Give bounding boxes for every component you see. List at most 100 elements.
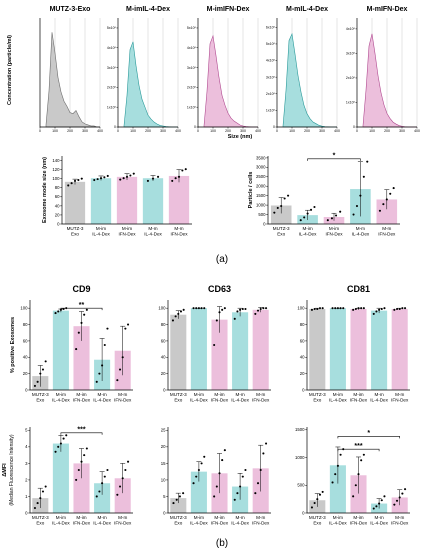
category-label: M-im	[333, 392, 343, 397]
y-tick-label: 1500	[256, 193, 266, 198]
nta-y-tick-label: 0	[114, 125, 116, 129]
data-point	[233, 317, 236, 320]
y-tick-label: 0	[25, 510, 28, 515]
y-axis-label: Exosome mode size (nm)	[42, 157, 48, 223]
data-point	[241, 307, 244, 311]
data-point	[73, 179, 77, 182]
nta-x-tick-label: 100	[130, 129, 136, 133]
y-tick-label: 100	[52, 176, 60, 181]
data-point	[77, 331, 80, 334]
nta-y-tick-label: 2x10⁸	[187, 86, 197, 90]
data-point	[339, 210, 342, 213]
bar	[168, 175, 190, 224]
nta-y-tick-label: 4x10⁸	[266, 59, 276, 63]
data-point	[372, 312, 375, 315]
nta-distribution-area	[203, 34, 258, 128]
nta-x-tick-label: 200	[145, 129, 151, 133]
y-tick-label: 40	[300, 355, 305, 360]
data-point	[103, 343, 106, 347]
nta-x-tick-label: 200	[225, 129, 231, 133]
nta-panel-1: MUTZ-3-Exo 0 100 200 300 400	[39, 6, 103, 133]
bar	[391, 309, 408, 390]
data-point	[200, 462, 203, 465]
data-point	[359, 194, 362, 197]
y-tick-label: 20	[55, 212, 60, 217]
y-tick-label: 1000	[295, 455, 305, 460]
data-point	[174, 315, 177, 318]
data-point	[218, 472, 221, 475]
category-label: M-im	[214, 392, 224, 397]
data-point	[54, 450, 57, 453]
category-label: IFN-Dex	[378, 232, 396, 237]
data-point	[318, 493, 322, 496]
category-label: Exo	[174, 398, 182, 403]
data-point	[54, 312, 57, 315]
category-label: Exo	[313, 398, 321, 403]
nta-x-tick-label: 100	[289, 129, 295, 133]
category-label: IL-4-Dex	[329, 398, 347, 403]
data-point	[98, 490, 101, 493]
bar	[142, 178, 164, 224]
bar	[73, 326, 90, 390]
nta-y-tick-label: 1x10⁸	[107, 105, 117, 109]
category-label: IFN-Dex	[350, 521, 368, 526]
chart-cd81_mfi: MUTZ-3ExoM-imIL-4-DexM-imIFN-DexM-mIL-4-…	[295, 427, 410, 526]
y-tick-label: 0	[302, 387, 305, 392]
category-label: MUTZ-3	[309, 392, 326, 397]
category-label: M-m	[395, 515, 404, 520]
data-point	[95, 495, 98, 498]
data-point	[236, 492, 239, 495]
data-point	[239, 485, 242, 488]
bar	[252, 309, 269, 390]
category-label: Exo	[313, 521, 321, 526]
category-label: M-m	[98, 515, 107, 520]
chart-cd63_mfi: MUTZ-3ExoM-imIL-4-DexM-imIFN-DexM-mIL-4-…	[161, 427, 271, 526]
bar	[350, 475, 367, 513]
nta-panel-title: M-mIL-4-Dex	[286, 6, 328, 13]
data-point	[330, 217, 333, 220]
data-point	[321, 307, 324, 310]
data-point	[75, 478, 78, 481]
data-point	[380, 307, 383, 311]
y-tick-label: 0	[163, 387, 166, 392]
y-tick-label: 2	[25, 477, 28, 482]
data-point	[339, 453, 342, 456]
data-point	[393, 308, 396, 311]
category-label: M-m	[256, 515, 265, 520]
y-tick-label: 60	[55, 194, 60, 199]
nta-x-tick-label: 200	[304, 129, 310, 133]
category-label: MUTZ-3	[32, 515, 49, 520]
nta-y-tick-label: 5x10⁸	[266, 42, 276, 46]
panel-label-a: (a)	[216, 254, 228, 265]
category-label: IL-4-Dex	[370, 521, 388, 526]
nta-x-tick-label: 300	[240, 129, 246, 133]
nta-panel-title: MUTZ-3-Exo	[50, 6, 91, 13]
data-point	[67, 184, 70, 187]
nta-x-tick-label: 200	[67, 129, 73, 133]
nta-y-tick-label: 2x10⁸	[107, 86, 117, 90]
data-point	[184, 168, 187, 171]
data-point	[380, 499, 383, 502]
data-point	[236, 310, 239, 313]
nta-y-tick-label: 4x10⁸	[346, 27, 356, 31]
data-point	[331, 307, 334, 310]
category-label: IFN-Dex	[252, 521, 270, 526]
nta-y-tick-label: 0	[194, 125, 196, 129]
y-tick-label: 20	[161, 371, 166, 376]
data-point	[362, 307, 365, 310]
nta-y-tick-label: 3x10⁸	[266, 75, 276, 79]
category-label: M-im	[194, 392, 204, 397]
data-point	[221, 308, 224, 311]
data-point	[276, 206, 279, 209]
nta-panel-2: M-imIL-4-Dex 0 100 200 300 400 0 1x10⁸ 2x10⁸ 3x10…	[107, 6, 181, 133]
y-tick-label: 1	[25, 494, 28, 499]
data-point	[75, 348, 78, 351]
nta-y-tick-label: 1x10⁸	[187, 105, 197, 109]
data-point	[36, 502, 39, 505]
data-point	[331, 481, 334, 484]
data-point	[39, 372, 42, 375]
nta-x-tick-label: 0	[356, 129, 358, 133]
data-point	[256, 309, 260, 312]
significance-label: ***	[354, 443, 362, 450]
